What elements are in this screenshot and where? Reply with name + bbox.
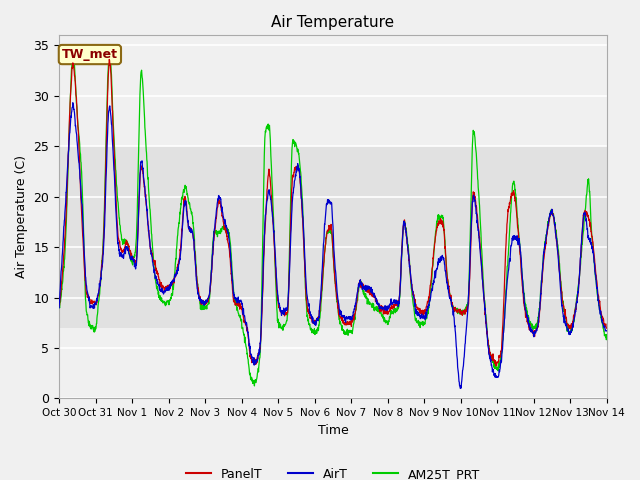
Title: Air Temperature: Air Temperature — [271, 15, 394, 30]
Y-axis label: Air Temperature (C): Air Temperature (C) — [15, 156, 28, 278]
Bar — [59, 146, 607, 328]
X-axis label: Time: Time — [317, 424, 348, 437]
Text: TW_met: TW_met — [62, 48, 118, 61]
Legend: PanelT, AirT, AM25T_PRT: PanelT, AirT, AM25T_PRT — [181, 463, 484, 480]
